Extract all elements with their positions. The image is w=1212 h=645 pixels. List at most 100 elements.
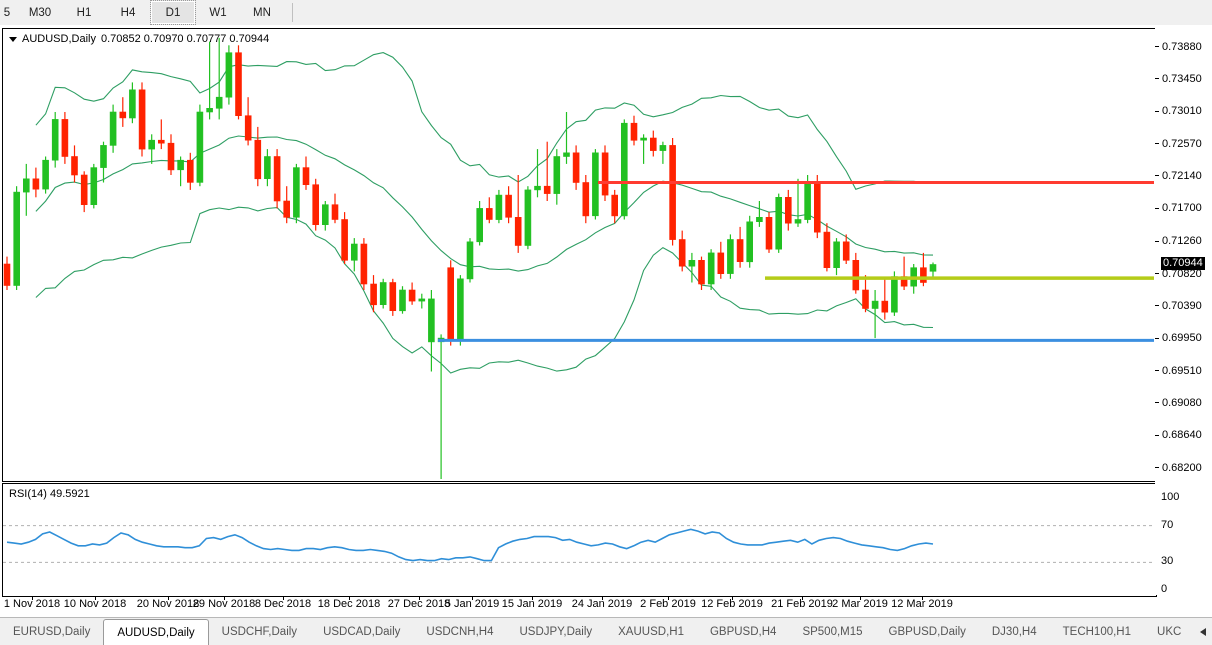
time-axis-tick <box>168 597 169 600</box>
chart-tab-audusd-daily[interactable]: AUDUSD,Daily <box>103 619 209 645</box>
tab-scroll-controls <box>1194 618 1212 645</box>
chart-symbol-header[interactable]: AUDUSD,Daily 0.70852 0.70970 0.70777 0.7… <box>9 33 269 45</box>
candle-body <box>649 137 657 151</box>
candle-body <box>254 139 262 180</box>
candle-body <box>90 167 98 206</box>
chart-tab-ukc[interactable]: UKC <box>1157 626 1182 638</box>
price-scale-tick: 0.69510 <box>1155 365 1202 377</box>
chart-tab-gbpusd-daily[interactable]: GBPUSD,Daily <box>888 626 966 638</box>
tick-mark <box>1155 143 1159 145</box>
candle-body <box>794 219 802 224</box>
candle-body <box>746 221 754 263</box>
rsi-scale-tick-label: 0 <box>1161 583 1168 595</box>
candle-body <box>833 241 840 269</box>
price-scale-tick: 0.71700 <box>1155 202 1202 214</box>
candle-body <box>630 122 638 141</box>
candle-body <box>823 231 831 269</box>
timeframe-button-m30[interactable]: M30 <box>28 6 52 19</box>
rsi-chart-canvas <box>3 525 1154 563</box>
candle-body <box>592 152 599 217</box>
timeframe-button-h1[interactable]: H1 <box>76 6 92 19</box>
chart-ohlc-values: 0.70852 0.70970 0.70777 0.70944 <box>100 33 270 45</box>
candle-body <box>341 219 348 261</box>
chart-tab-eurusd-daily[interactable]: EURUSD,Daily <box>13 626 91 638</box>
tick-mark <box>1155 273 1159 275</box>
candle-body <box>698 260 705 285</box>
price-scale-tick-label: 0.70820 <box>1162 267 1202 280</box>
time-axis-label: 18 Dec 2018 <box>317 598 381 610</box>
timeframe-button-mn[interactable]: MN <box>253 6 271 19</box>
candle-body <box>727 239 734 274</box>
time-axis-label: 29 Nov 2018 <box>192 598 256 610</box>
candle-body <box>485 208 493 220</box>
rsi-indicator-pane[interactable]: RSI(14) 49.5921 <box>2 483 1157 597</box>
candle-body <box>534 185 541 191</box>
candle-body <box>215 96 223 109</box>
candle-body <box>736 239 744 263</box>
candle-body <box>428 298 435 343</box>
price-scale-tick-label: 0.69950 <box>1162 332 1202 345</box>
toolbar-separator <box>292 3 293 22</box>
chart-tab-sp500-m15[interactable]: SP500,M15 <box>802 626 863 638</box>
time-axis-tick <box>419 597 420 600</box>
candle-body <box>42 159 49 190</box>
candle-body <box>225 52 233 98</box>
candle-body <box>138 89 146 150</box>
candle-body <box>418 298 426 302</box>
chart-tab-bar: EURUSD,Daily AUDUSD,Daily USDCHF,Daily USDC… <box>0 617 1212 645</box>
time-axis-label: 10 Nov 2018 <box>63 598 127 610</box>
candle-body <box>929 264 937 272</box>
candlestick-series <box>3 37 937 479</box>
price-scale-tick: 0.73010 <box>1155 105 1202 117</box>
time-axis-tick <box>349 597 350 600</box>
timeframe-toolbar: 5 M30 H1 H4 D1 W1 MN <box>0 0 1212 26</box>
scroll-left-icon[interactable] <box>1200 628 1207 636</box>
price-scale-tick-label: 0.68640 <box>1162 429 1202 442</box>
tick-mark <box>1155 110 1159 112</box>
tick-mark <box>1155 337 1159 339</box>
chart-tab-usdchf-daily[interactable]: USDCHF,Daily <box>221 626 298 638</box>
candle-body <box>119 111 127 119</box>
timeframe-button-h4[interactable]: H4 <box>120 6 136 19</box>
tick-mark <box>1155 467 1159 469</box>
candle-body <box>389 282 397 312</box>
bollinger-middle-band <box>35 135 934 272</box>
candle-body <box>206 108 213 113</box>
candle-body <box>775 197 783 250</box>
time-axis: 1 Nov 2018 10 Nov 2018 20 Nov 2018 29 Nov 2… <box>2 597 1155 615</box>
time-axis-tick <box>95 597 96 600</box>
chart-tab-gbpusd-h4[interactable]: GBPUSD,H4 <box>709 626 777 638</box>
candle-body <box>495 194 503 220</box>
candle-body <box>920 267 927 283</box>
candle-body <box>601 152 609 196</box>
candle-body <box>514 217 522 246</box>
chart-tab-dj30-h4[interactable]: DJ30,H4 <box>991 626 1037 638</box>
chart-tab-xauusd-h1[interactable]: XAUUSD,H1 <box>618 626 684 638</box>
price-scale-tick-label: 0.69080 <box>1162 396 1202 409</box>
chart-tab-tech100-h1[interactable]: TECH100,H1 <box>1062 626 1132 638</box>
candle-body <box>659 145 667 151</box>
current-price-label: 0.70944 <box>1161 257 1205 271</box>
time-axis-tick <box>860 597 861 600</box>
chart-tab-usdjpy-daily[interactable]: USDJPY,Daily <box>519 626 593 638</box>
candle-body <box>51 119 59 161</box>
candle-body <box>167 142 175 171</box>
price-chart-pane[interactable]: AUDUSD,Daily 0.70852 0.70970 0.70777 0.7… <box>2 28 1157 482</box>
timeframe-button-5[interactable]: 5 <box>3 6 11 19</box>
chevron-down-icon[interactable] <box>9 36 17 42</box>
rsi-indicator-label: RSI(14) 49.5921 <box>9 488 90 500</box>
candle-body <box>273 156 281 202</box>
candle-body <box>678 239 686 267</box>
tick-mark <box>1155 305 1159 307</box>
chart-tab-usdcnh-h4[interactable]: USDCNH,H4 <box>426 626 494 638</box>
candle-body <box>129 89 136 119</box>
timeframe-button-w1[interactable]: W1 <box>209 6 227 19</box>
chart-tab-usdcad-daily[interactable]: USDCAD,Daily <box>323 626 401 638</box>
candle-body <box>563 152 570 157</box>
timeframe-button-d1[interactable]: D1 <box>150 0 196 25</box>
tick-mark <box>1155 175 1159 177</box>
candle-body <box>640 137 647 141</box>
price-scale[interactable]: 0.73880 0.73450 0.73010 0.72570 0.72140 0.717… <box>1155 28 1212 595</box>
candle-body <box>582 182 590 217</box>
candle-body <box>476 208 484 243</box>
